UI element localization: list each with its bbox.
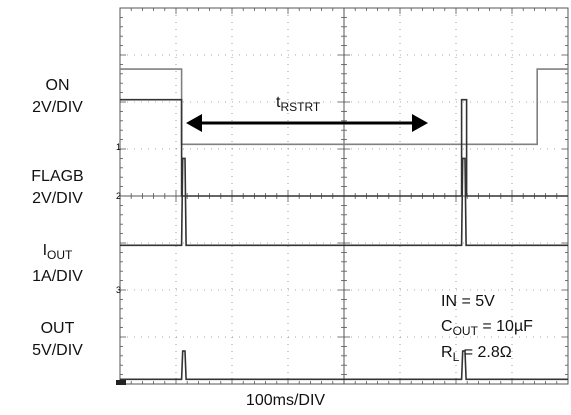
channel-markers: 1 2 3	[116, 142, 121, 295]
flagb-scale: 2V/DIV	[32, 190, 83, 207]
channel-marker-3: 3	[116, 285, 121, 295]
rl-sub: L	[452, 350, 460, 364]
trace-flagb	[120, 98, 568, 197]
flagb-name: FLAGB	[31, 168, 84, 185]
rl-rest: = 2.8Ω	[459, 344, 512, 361]
out-scale: 5V/DIV	[32, 342, 83, 359]
iout-name-sub: OUT	[47, 248, 73, 262]
condition-cout: COUT = 10µF	[441, 318, 533, 338]
ground-marker	[116, 380, 126, 385]
cout-main: C	[441, 318, 453, 335]
arrow-head-right	[412, 114, 428, 132]
on-name: ON	[45, 77, 70, 94]
iout-scale: 1A/DIV	[32, 268, 83, 285]
out-name: OUT	[40, 320, 75, 337]
condition-in: IN = 5V	[441, 293, 495, 310]
iout-name-main: I	[42, 242, 48, 259]
x-axis-label: 100ms/DIV	[245, 392, 326, 409]
trace-iout	[120, 157, 568, 247]
channel-label-out: OUT 5V/DIV	[0, 318, 115, 362]
channel-label-iout: IOUT 1A/DIV	[0, 240, 115, 288]
channel-marker-1: 1	[116, 142, 121, 152]
arrow-head-left	[186, 114, 202, 132]
traces	[120, 68, 568, 381]
cout-sub: OUT	[452, 324, 478, 338]
channel-label-flagb: FLAGB 2V/DIV	[0, 166, 115, 210]
grid	[119, 7, 569, 385]
restart-time-label: tRSTRT	[276, 94, 320, 114]
channel-marker-2: 2	[116, 191, 121, 201]
channel-label-on: ON 2V/DIV	[0, 75, 115, 119]
condition-rl: RL = 2.8Ω	[441, 344, 512, 364]
on-scale: 2V/DIV	[32, 99, 83, 116]
iout-name: IOUT	[0, 240, 115, 266]
cout-rest: = 10µF	[477, 318, 533, 335]
rl-main: R	[441, 344, 453, 361]
restart-time-sub: RSTRT	[280, 100, 321, 114]
restart-time-arrow	[186, 114, 428, 132]
restart-time-main: t	[276, 94, 281, 111]
trace-on	[120, 68, 568, 146]
trace-out	[120, 350, 568, 381]
